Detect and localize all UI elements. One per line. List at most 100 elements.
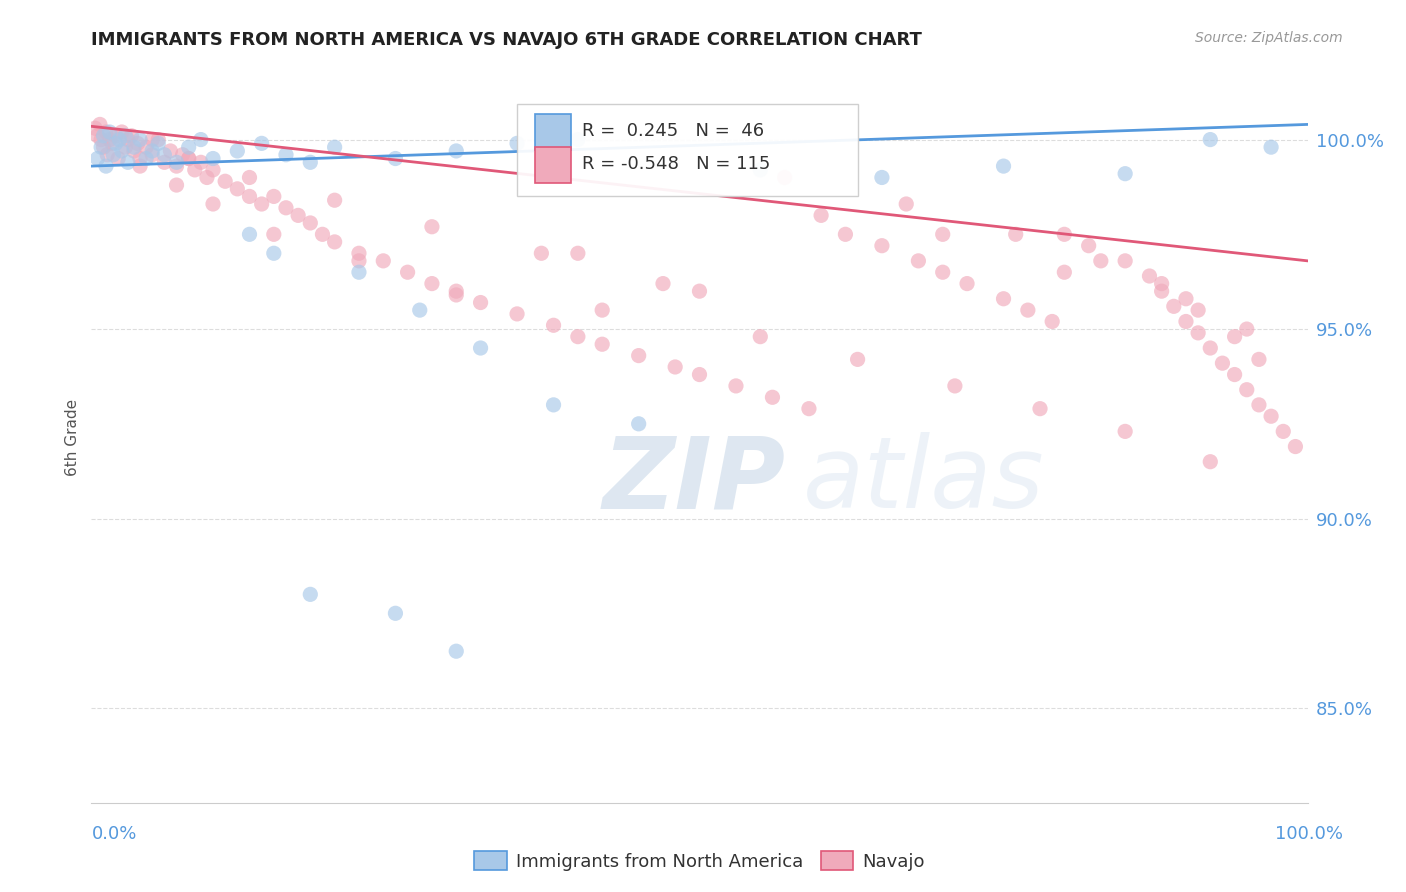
Point bbox=[166, 178, 188, 192]
Point bbox=[202, 162, 225, 177]
Point bbox=[1187, 326, 1209, 340]
Point bbox=[870, 238, 893, 252]
Point bbox=[263, 189, 285, 203]
Point bbox=[86, 128, 108, 143]
Point bbox=[688, 284, 710, 298]
Point bbox=[870, 170, 893, 185]
Point bbox=[1175, 314, 1198, 328]
Point bbox=[238, 189, 260, 203]
Point bbox=[135, 140, 157, 154]
Point bbox=[94, 159, 117, 173]
Text: Source: ZipAtlas.com: Source: ZipAtlas.com bbox=[1195, 31, 1343, 45]
Point bbox=[122, 140, 145, 154]
Point bbox=[101, 136, 124, 151]
Point bbox=[1236, 383, 1258, 397]
Point bbox=[1150, 284, 1173, 298]
Point bbox=[1090, 253, 1112, 268]
Point bbox=[1199, 132, 1222, 146]
Point bbox=[90, 140, 112, 154]
Point bbox=[166, 159, 188, 173]
Point bbox=[506, 307, 529, 321]
Y-axis label: 6th Grade: 6th Grade bbox=[65, 399, 80, 475]
Point bbox=[1247, 352, 1270, 367]
Point bbox=[287, 208, 309, 222]
Point bbox=[373, 253, 395, 268]
Point bbox=[148, 136, 170, 151]
Point bbox=[141, 132, 163, 146]
Text: 100.0%: 100.0% bbox=[1275, 825, 1343, 843]
Point bbox=[1260, 409, 1282, 424]
Point bbox=[896, 197, 918, 211]
Point bbox=[299, 587, 322, 601]
Point bbox=[299, 216, 322, 230]
Point bbox=[384, 607, 406, 621]
Point bbox=[226, 144, 249, 158]
Point bbox=[1236, 322, 1258, 336]
Point bbox=[444, 644, 467, 658]
Point bbox=[1187, 303, 1209, 318]
Point bbox=[90, 132, 112, 146]
Point bbox=[591, 337, 613, 351]
Point bbox=[810, 208, 832, 222]
Point bbox=[627, 417, 650, 431]
Point bbox=[114, 128, 136, 143]
Point bbox=[141, 147, 163, 161]
Point bbox=[761, 390, 783, 404]
Point bbox=[993, 292, 1015, 306]
Point bbox=[94, 125, 117, 139]
Point bbox=[122, 144, 145, 158]
Point bbox=[184, 162, 207, 177]
Point bbox=[190, 132, 212, 146]
Point bbox=[108, 132, 131, 146]
Point bbox=[299, 155, 322, 169]
Point bbox=[931, 227, 953, 242]
Point bbox=[214, 174, 236, 188]
Point bbox=[444, 284, 467, 298]
Point bbox=[177, 152, 200, 166]
Point bbox=[195, 170, 218, 185]
Point bbox=[177, 152, 200, 166]
Point bbox=[1029, 401, 1052, 416]
Point bbox=[86, 152, 108, 166]
Point bbox=[396, 265, 419, 279]
Point bbox=[834, 227, 856, 242]
Point bbox=[323, 140, 346, 154]
Point bbox=[724, 379, 747, 393]
Point bbox=[444, 144, 467, 158]
Point bbox=[93, 140, 115, 154]
Text: ZIP: ZIP bbox=[602, 433, 785, 530]
Point bbox=[202, 152, 225, 166]
Point bbox=[1284, 440, 1306, 454]
Point bbox=[1211, 356, 1233, 370]
Point bbox=[1040, 314, 1063, 328]
Point bbox=[1260, 140, 1282, 154]
Point bbox=[1199, 455, 1222, 469]
Point bbox=[274, 147, 297, 161]
Point bbox=[129, 159, 152, 173]
Point bbox=[567, 132, 589, 146]
Text: R =  0.245   N =  46: R = 0.245 N = 46 bbox=[582, 122, 763, 140]
Point bbox=[907, 253, 929, 268]
Point bbox=[444, 288, 467, 302]
Point bbox=[323, 193, 346, 207]
Point bbox=[591, 303, 613, 318]
Point bbox=[129, 152, 152, 166]
Point bbox=[111, 125, 134, 139]
Point bbox=[148, 132, 170, 146]
Point bbox=[238, 227, 260, 242]
Point bbox=[347, 253, 370, 268]
Point bbox=[1272, 425, 1295, 439]
Text: R = -0.548   N = 115: R = -0.548 N = 115 bbox=[582, 155, 770, 173]
Point bbox=[263, 227, 285, 242]
Point bbox=[250, 136, 273, 151]
FancyBboxPatch shape bbox=[536, 114, 571, 150]
Point bbox=[1114, 425, 1136, 439]
Point bbox=[797, 401, 820, 416]
Point bbox=[1163, 299, 1185, 313]
Point bbox=[311, 227, 333, 242]
Legend: Immigrants from North America, Navajo: Immigrants from North America, Navajo bbox=[467, 844, 932, 878]
Point bbox=[111, 144, 134, 158]
Point bbox=[93, 128, 115, 143]
Point bbox=[263, 246, 285, 260]
Point bbox=[117, 155, 139, 169]
